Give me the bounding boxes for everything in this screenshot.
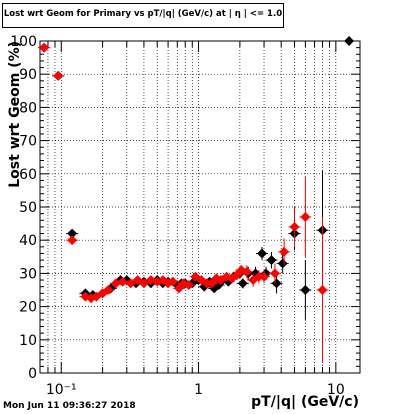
grid-lines xyxy=(39,41,360,373)
data-point xyxy=(317,285,328,295)
data-point xyxy=(39,42,50,53)
y-tick-label: 60 xyxy=(19,167,37,183)
data-point xyxy=(67,235,78,246)
data-point xyxy=(67,228,78,239)
timestamp: Mon Jun 11 09:36:27 2018 xyxy=(3,401,136,411)
x-tick-label: 10 xyxy=(327,382,345,398)
axis-ticks xyxy=(39,40,360,374)
y-tick-label: 40 xyxy=(19,233,37,249)
y-tick-label: 70 xyxy=(19,134,37,150)
data-point xyxy=(241,266,252,277)
y-tick-label: 10 xyxy=(19,333,37,349)
y-tick-label: 80 xyxy=(19,100,37,116)
data-point xyxy=(257,248,267,259)
y-axis-label: Lost wrt Geom (%) xyxy=(7,41,23,188)
y-tick-label: 90 xyxy=(19,67,37,83)
series-2 xyxy=(38,42,329,364)
data-point xyxy=(269,268,280,279)
y-tick-label: 50 xyxy=(19,200,37,216)
y-tick-label: 0 xyxy=(28,366,37,382)
data-point xyxy=(289,221,300,232)
data-point xyxy=(344,36,355,46)
data-point xyxy=(237,278,248,289)
data-point xyxy=(259,271,269,282)
data-point xyxy=(277,258,288,269)
data-point xyxy=(138,278,149,289)
x-tick-label: 1 xyxy=(194,382,203,398)
chart-title-box: Lost wrt Geom for Primary vs pT/|q| (GeV… xyxy=(2,3,284,28)
data-point xyxy=(266,255,277,266)
x-axis-label: pT/|q| (GeV/c) xyxy=(251,394,359,410)
y-tick-label: 30 xyxy=(19,266,37,282)
x-tick-label: 10⁻¹ xyxy=(46,382,77,398)
data-markers xyxy=(38,36,356,364)
data-point xyxy=(279,246,290,257)
data-point xyxy=(53,70,64,81)
data-point xyxy=(300,285,311,295)
y-tick-label: 20 xyxy=(19,300,37,316)
y-tick-label: 100 xyxy=(10,34,37,50)
data-point xyxy=(167,276,178,287)
chart-title: Lost wrt Geom for Primary vs pT/|q| (GeV… xyxy=(3,9,283,19)
data-point xyxy=(300,212,311,222)
data-point xyxy=(271,278,282,289)
data-point xyxy=(183,280,194,290)
